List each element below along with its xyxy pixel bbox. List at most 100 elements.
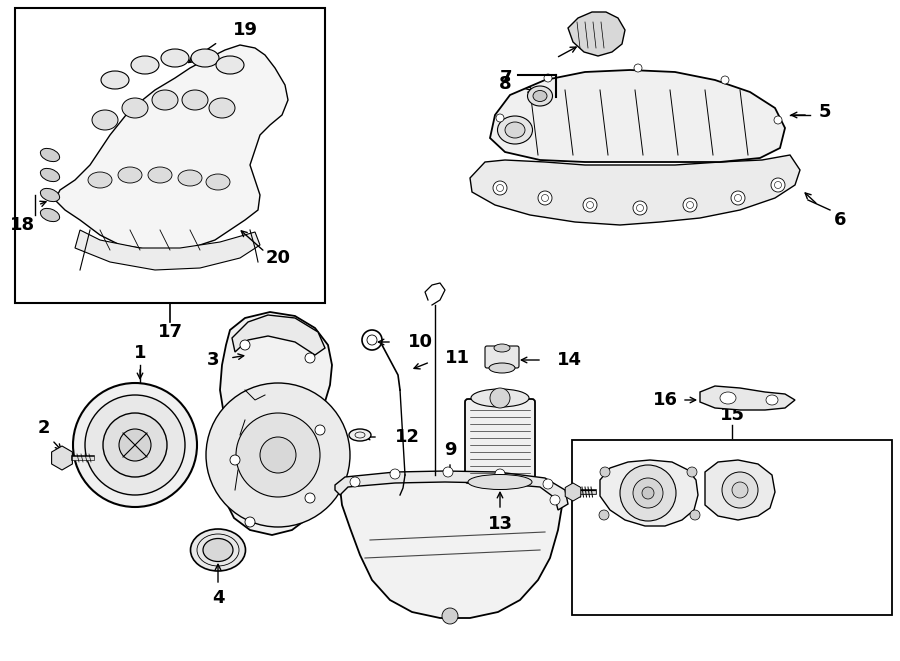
Text: 14: 14 <box>557 351 582 369</box>
Text: 17: 17 <box>158 323 183 341</box>
Ellipse shape <box>161 49 189 67</box>
Ellipse shape <box>191 529 246 571</box>
Text: 20: 20 <box>266 249 291 267</box>
Text: 2: 2 <box>38 419 50 437</box>
Circle shape <box>442 608 458 624</box>
Polygon shape <box>51 446 72 470</box>
Polygon shape <box>600 460 698 526</box>
Polygon shape <box>55 45 288 255</box>
Ellipse shape <box>101 71 129 89</box>
Ellipse shape <box>498 116 533 144</box>
Circle shape <box>550 495 560 505</box>
Circle shape <box>245 517 255 527</box>
Polygon shape <box>75 230 260 270</box>
Circle shape <box>543 479 553 489</box>
Bar <box>572 440 892 615</box>
Circle shape <box>73 383 197 507</box>
Circle shape <box>230 455 240 465</box>
Ellipse shape <box>191 49 219 67</box>
Circle shape <box>774 116 782 124</box>
Ellipse shape <box>471 389 529 407</box>
Circle shape <box>732 482 748 498</box>
Circle shape <box>687 467 697 477</box>
Polygon shape <box>335 471 568 510</box>
Circle shape <box>206 383 350 527</box>
Text: 5: 5 <box>819 103 832 121</box>
Circle shape <box>687 202 694 208</box>
Circle shape <box>315 425 325 435</box>
Ellipse shape <box>766 395 778 405</box>
Circle shape <box>119 429 151 461</box>
Polygon shape <box>700 386 795 410</box>
Text: 3: 3 <box>207 351 220 369</box>
Ellipse shape <box>468 475 532 490</box>
Ellipse shape <box>88 172 112 188</box>
Text: 12: 12 <box>395 428 420 446</box>
Polygon shape <box>490 70 785 162</box>
Ellipse shape <box>182 90 208 110</box>
Ellipse shape <box>533 91 547 102</box>
Circle shape <box>305 493 315 503</box>
Polygon shape <box>705 460 775 520</box>
Circle shape <box>542 194 548 202</box>
Circle shape <box>633 478 663 508</box>
Ellipse shape <box>118 167 142 183</box>
Circle shape <box>260 437 296 473</box>
Circle shape <box>775 182 781 188</box>
Circle shape <box>544 74 552 82</box>
Circle shape <box>443 467 453 477</box>
Text: 19: 19 <box>232 21 257 39</box>
Circle shape <box>771 178 785 192</box>
Circle shape <box>690 510 700 520</box>
Circle shape <box>642 487 654 499</box>
Circle shape <box>103 413 167 477</box>
Circle shape <box>634 64 642 72</box>
Circle shape <box>495 469 505 479</box>
Circle shape <box>734 194 742 202</box>
Ellipse shape <box>203 539 233 561</box>
Circle shape <box>538 191 552 205</box>
Ellipse shape <box>40 208 59 221</box>
Circle shape <box>620 465 676 521</box>
Ellipse shape <box>122 98 148 118</box>
Ellipse shape <box>527 86 553 106</box>
Circle shape <box>721 76 729 84</box>
Circle shape <box>493 181 507 195</box>
Text: 7: 7 <box>500 69 512 87</box>
Polygon shape <box>220 312 332 535</box>
Circle shape <box>497 184 503 192</box>
Ellipse shape <box>148 167 172 183</box>
FancyBboxPatch shape <box>465 399 535 483</box>
Text: 13: 13 <box>488 515 512 533</box>
Ellipse shape <box>349 429 371 441</box>
Text: 4: 4 <box>212 589 224 607</box>
Ellipse shape <box>40 169 59 182</box>
Polygon shape <box>340 475 562 618</box>
Ellipse shape <box>505 122 525 138</box>
Ellipse shape <box>40 149 59 161</box>
Polygon shape <box>470 155 800 225</box>
Circle shape <box>722 472 758 508</box>
Text: 10: 10 <box>408 333 433 351</box>
Ellipse shape <box>178 170 202 186</box>
Polygon shape <box>232 315 325 355</box>
Text: 18: 18 <box>9 216 34 234</box>
Circle shape <box>636 204 644 212</box>
Text: 8: 8 <box>499 75 511 93</box>
Ellipse shape <box>489 363 515 373</box>
Circle shape <box>240 340 250 350</box>
Ellipse shape <box>131 56 159 74</box>
Circle shape <box>496 114 504 122</box>
Circle shape <box>490 388 510 408</box>
Bar <box>15 8 325 303</box>
Ellipse shape <box>720 392 736 404</box>
Circle shape <box>587 202 593 208</box>
Text: 15: 15 <box>719 406 744 424</box>
Circle shape <box>600 467 610 477</box>
Text: 1: 1 <box>134 344 146 362</box>
Ellipse shape <box>40 188 59 202</box>
Ellipse shape <box>216 56 244 74</box>
Text: 11: 11 <box>445 349 470 367</box>
Circle shape <box>305 353 315 363</box>
Ellipse shape <box>92 110 118 130</box>
